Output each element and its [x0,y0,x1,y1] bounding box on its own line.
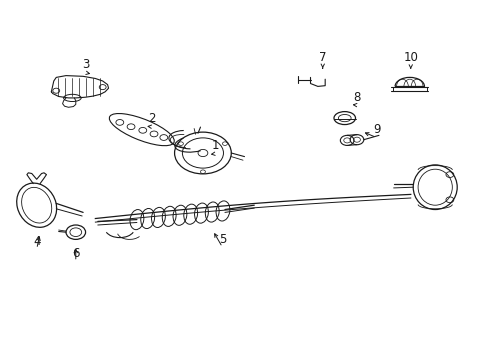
Text: 7: 7 [318,51,326,64]
Text: 10: 10 [403,51,417,64]
Text: 2: 2 [147,112,155,125]
Text: 5: 5 [218,233,226,246]
Text: 8: 8 [352,91,360,104]
Text: 6: 6 [72,247,80,260]
Text: 3: 3 [81,58,89,71]
Text: 4: 4 [33,235,41,248]
Text: 9: 9 [372,123,380,136]
Text: 1: 1 [211,139,219,152]
